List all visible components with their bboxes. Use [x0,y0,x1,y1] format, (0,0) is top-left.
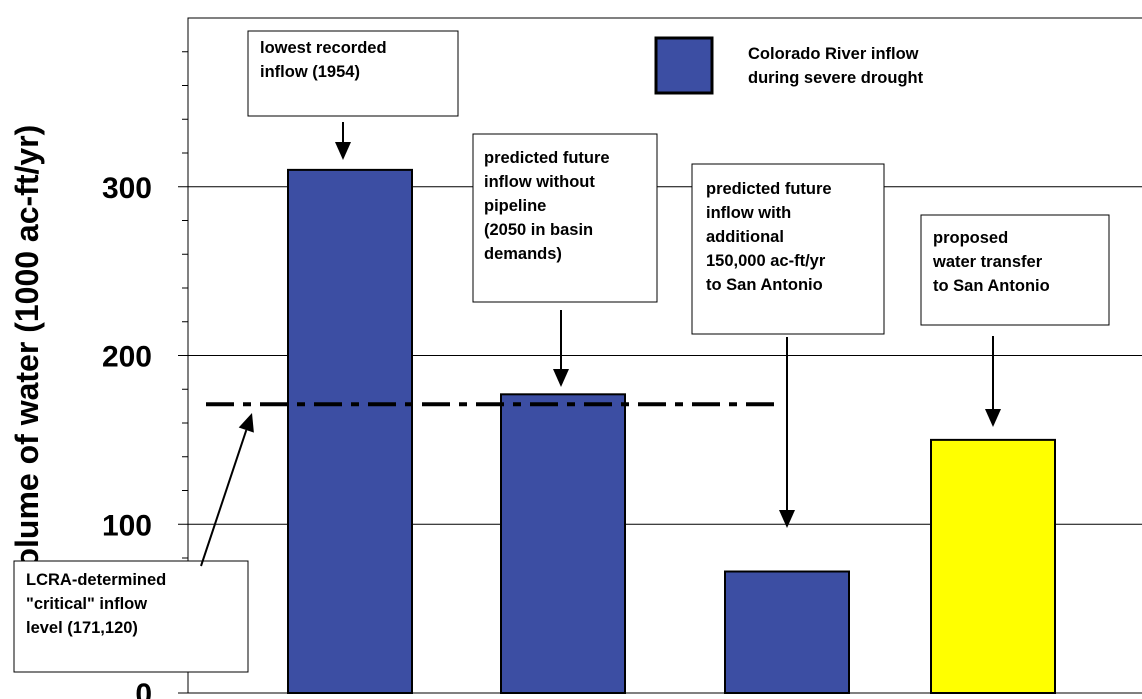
bar [930,438,1056,694]
annotation-box [13,560,249,673]
annotation-text: inflow with [706,204,791,222]
annotation-text: predicted future [484,149,610,167]
y-tick-label: 200 [102,341,152,374]
arrow-head [779,510,795,528]
annotation-layer: lowest recorded inflow (1954) predicted fu… [13,30,1110,673]
annotation-text: LCRA-determined [26,571,166,589]
bar-layer [287,168,1056,694]
annotation-callout: predicted future inflow without pipeline (2… [472,133,658,303]
arrow-shaft [200,429,248,567]
annotation-box [920,214,1110,326]
annotation-box [691,163,885,335]
legend-label: Colorado River inflow [748,45,919,63]
annotation-text: water transfer [932,253,1043,271]
annotation-text: demands) [484,245,562,263]
annotation-callout: predicted future inflow with additional 150… [691,163,885,335]
annotation-text: to San Antonio [706,276,823,294]
arrow-head [985,409,1001,427]
arrow-head [553,369,569,387]
y-tick-label: 100 [102,509,152,542]
annotation-text: level (171,120) [26,619,138,637]
y-tick-label: 300 [102,172,152,205]
arrow-head [335,142,351,160]
axis-layer: 0 100 200 300 volume of water (1000 ac-ft/yr… [9,17,1142,699]
annotation-text: (2050 in basin [484,221,593,239]
legend-label: during severe drought [748,69,924,87]
annotation-text: lowest recorded [260,39,387,57]
legend-swatch [654,36,714,95]
y-axis-title: volume of water (1000 ac-ft/yr) [9,125,45,586]
annotation-text: additional [706,228,784,246]
bar [724,570,850,694]
annotation-box [472,133,658,303]
annotation-text: predicted future [706,180,832,198]
annotation-callout: proposed water transfer to San Antonio [920,214,1110,326]
legend: Colorado River inflow during severe droug… [654,36,924,95]
annotation-callout: lowest recorded inflow (1954) [247,30,459,117]
annotation-text: inflow without [484,173,595,191]
bar [287,168,413,694]
annotation-callout: LCRA-determined "critical" inflow level (1… [13,560,249,673]
arrow-head [238,413,254,433]
annotation-text: to San Antonio [933,277,1050,295]
annotation-text: proposed [933,229,1008,247]
annotation-text: 150,000 ac-ft/yr [706,252,826,270]
annotation-text: pipeline [484,197,546,215]
bar [500,393,626,694]
annotation-text: "critical" inflow [26,595,147,613]
annotation-box [247,30,459,117]
y-tick-label: 0 [135,678,152,699]
annotation-text: inflow (1954) [260,63,360,81]
